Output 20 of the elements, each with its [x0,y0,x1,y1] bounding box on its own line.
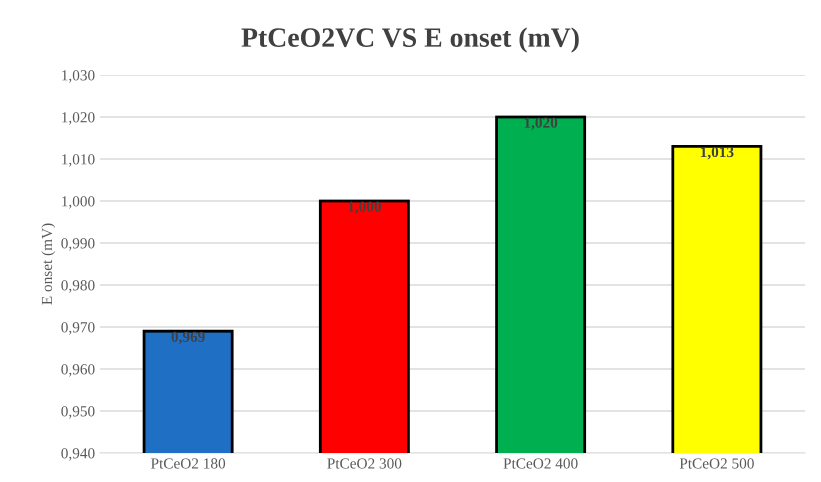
y-tick-label: 0,960 [61,364,95,377]
y-tick-label: 0,990 [61,238,95,251]
x-tick-label: PtCeO2 300 [327,458,402,469]
y-tick-label: 1,000 [62,196,95,209]
data-label: 1,000 [348,201,381,214]
chart-title: PtCeO2VC VS E onset (mV) [241,27,579,53]
x-tick-label: PtCeO2 500 [680,458,754,469]
y-tick-label: 0,980 [61,280,95,293]
y-axis-title: E onset (mV) [41,224,56,305]
y-tick-label: 0,950 [61,406,95,419]
y-tick-label: 1,020 [62,112,95,125]
y-tick-label: 0,970 [61,322,95,335]
x-tick-label: PtCeO2 400 [504,458,578,469]
x-tick-label: PtCeO2 180 [151,458,226,469]
y-tick-label: 0,940 [61,448,95,461]
data-label: 1,020 [524,117,558,130]
y-tick-label: 1,030 [62,70,95,83]
y-tick-label: 1,010 [62,154,95,167]
data-label: 1,013 [700,146,734,160]
data-label: 0,969 [172,332,205,344]
